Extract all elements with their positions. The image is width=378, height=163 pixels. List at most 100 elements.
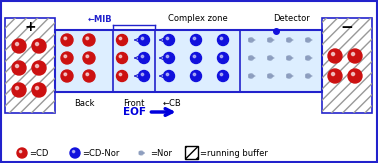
Circle shape <box>287 56 291 60</box>
Circle shape <box>166 73 169 76</box>
Circle shape <box>20 150 22 153</box>
Circle shape <box>249 74 253 78</box>
Circle shape <box>164 52 175 64</box>
Circle shape <box>83 70 95 82</box>
Circle shape <box>164 35 175 45</box>
Text: =CD: =CD <box>29 148 48 157</box>
Circle shape <box>348 49 362 63</box>
Circle shape <box>17 148 27 158</box>
Circle shape <box>141 73 144 76</box>
Text: −: − <box>341 20 353 35</box>
Circle shape <box>287 38 291 42</box>
Circle shape <box>249 56 253 60</box>
Circle shape <box>83 52 95 64</box>
Circle shape <box>12 61 26 75</box>
Circle shape <box>332 73 335 76</box>
Circle shape <box>138 52 150 64</box>
Circle shape <box>191 35 201 45</box>
Circle shape <box>352 52 355 56</box>
Circle shape <box>86 37 88 40</box>
Text: EOF: EOF <box>124 107 147 117</box>
Bar <box>5 18 55 113</box>
Text: Back: Back <box>74 99 94 108</box>
Circle shape <box>268 56 273 60</box>
Circle shape <box>193 73 196 76</box>
Circle shape <box>61 52 73 64</box>
Polygon shape <box>139 151 145 155</box>
Circle shape <box>61 34 73 46</box>
Polygon shape <box>306 38 312 42</box>
Circle shape <box>193 55 196 58</box>
Circle shape <box>64 37 67 40</box>
Text: =Nor: =Nor <box>150 148 172 157</box>
Bar <box>185 146 198 159</box>
Text: Detector: Detector <box>273 14 309 23</box>
Circle shape <box>61 70 73 82</box>
Circle shape <box>217 35 228 45</box>
Circle shape <box>119 37 122 40</box>
Circle shape <box>36 65 39 68</box>
Polygon shape <box>287 38 293 42</box>
Polygon shape <box>306 74 312 78</box>
Polygon shape <box>287 74 293 78</box>
Circle shape <box>64 73 67 76</box>
Circle shape <box>164 71 175 82</box>
Circle shape <box>32 39 46 53</box>
Text: Front: Front <box>123 99 145 108</box>
Circle shape <box>36 43 39 46</box>
Text: ←CB: ←CB <box>163 99 182 108</box>
Polygon shape <box>268 56 274 60</box>
Circle shape <box>191 52 201 64</box>
Polygon shape <box>287 56 293 60</box>
Circle shape <box>116 52 127 64</box>
Text: ←MIB: ←MIB <box>87 15 112 24</box>
Text: Complex zone: Complex zone <box>167 14 228 23</box>
Circle shape <box>166 55 169 58</box>
Bar <box>5 18 55 113</box>
Circle shape <box>220 37 223 40</box>
Circle shape <box>116 35 127 45</box>
Polygon shape <box>268 38 274 42</box>
Circle shape <box>268 74 273 78</box>
Circle shape <box>328 49 342 63</box>
Circle shape <box>191 71 201 82</box>
Polygon shape <box>249 38 255 42</box>
Circle shape <box>15 65 19 68</box>
Circle shape <box>249 38 253 42</box>
Circle shape <box>352 73 355 76</box>
Text: =CD-Nor: =CD-Nor <box>82 148 119 157</box>
Polygon shape <box>249 56 255 60</box>
Circle shape <box>166 37 169 40</box>
Circle shape <box>287 74 291 78</box>
Circle shape <box>32 61 46 75</box>
Circle shape <box>220 55 223 58</box>
Circle shape <box>138 71 150 82</box>
Circle shape <box>119 73 122 76</box>
Circle shape <box>220 73 223 76</box>
Polygon shape <box>249 74 255 78</box>
Circle shape <box>332 52 335 56</box>
Circle shape <box>12 83 26 97</box>
Circle shape <box>141 37 144 40</box>
Circle shape <box>217 52 228 64</box>
Circle shape <box>141 55 144 58</box>
Circle shape <box>139 151 143 155</box>
Text: +: + <box>24 20 36 34</box>
Circle shape <box>70 148 80 158</box>
Circle shape <box>12 39 26 53</box>
Text: =running buffer: =running buffer <box>200 148 268 157</box>
Polygon shape <box>306 56 312 60</box>
Bar <box>55 30 322 92</box>
Circle shape <box>348 69 362 83</box>
Circle shape <box>32 83 46 97</box>
Circle shape <box>15 87 19 90</box>
Circle shape <box>116 71 127 82</box>
Circle shape <box>119 55 122 58</box>
Circle shape <box>64 55 67 58</box>
Circle shape <box>15 43 19 46</box>
Circle shape <box>217 71 228 82</box>
Circle shape <box>138 35 150 45</box>
Bar <box>322 18 372 113</box>
Circle shape <box>306 56 310 60</box>
Circle shape <box>73 150 75 153</box>
